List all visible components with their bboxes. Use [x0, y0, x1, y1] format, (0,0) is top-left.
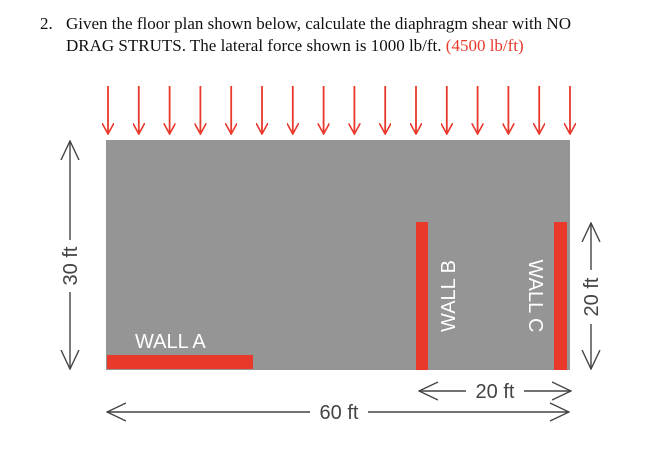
question-number: 2.: [40, 14, 53, 33]
wall-a: [107, 355, 253, 369]
wall-a-label: WALL A: [135, 331, 206, 353]
dimension-label: 20 ft: [476, 381, 515, 403]
wall-c-label: WALL C: [524, 260, 546, 333]
question-line: DRAG STRUTS. The lateral force shown is …: [66, 36, 524, 56]
lateral-force-arrows: [108, 86, 570, 134]
question-line: DRAG STRUTS. The lateral force shown is …: [66, 36, 442, 55]
diaphragm: [106, 140, 570, 370]
dimension-label: 30 ft: [60, 246, 82, 285]
wall-b: [416, 222, 428, 370]
wall-c: [554, 222, 567, 370]
wall-b-label: WALL B: [438, 260, 460, 332]
answer-note: (4500 lb/ft): [445, 36, 524, 55]
question-line: Given the floor plan shown below, calcul…: [66, 14, 571, 33]
dimension-label: 60 ft: [320, 402, 359, 424]
dimension-label: 20 ft: [581, 277, 603, 316]
